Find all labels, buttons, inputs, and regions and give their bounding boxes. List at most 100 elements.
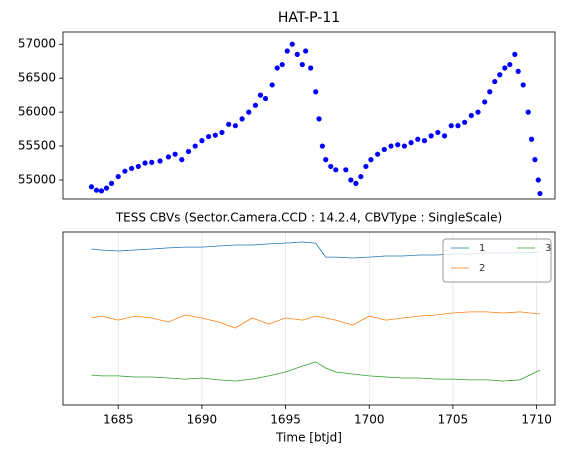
point: [358, 173, 364, 180]
point: [299, 61, 305, 68]
axes-frame: [62, 231, 556, 406]
point: [93, 187, 100, 193]
point: [520, 82, 526, 88]
point: [252, 102, 259, 108]
x-axis-label: Time [btjd]: [275, 431, 342, 445]
point: [323, 157, 329, 163]
point: [353, 180, 359, 186]
point: [149, 159, 155, 165]
point: [142, 160, 148, 166]
chart-title: TESS CBVs (Sector.Camera.CCD : 14.2.4, C…: [115, 211, 502, 225]
point: [257, 92, 264, 98]
point: [157, 158, 163, 164]
point: [363, 163, 369, 170]
point: [535, 177, 541, 183]
point: [108, 180, 115, 186]
point: [294, 51, 300, 58]
point: [103, 185, 110, 191]
point: [129, 165, 135, 172]
point: [333, 167, 339, 173]
point: [441, 133, 448, 139]
point: [532, 157, 538, 163]
point: [421, 138, 428, 144]
x-tick-label: 1705: [438, 413, 469, 427]
point: [246, 109, 252, 115]
point: [88, 184, 95, 190]
point: [415, 136, 421, 142]
axes-frame: [62, 31, 556, 200]
point: [462, 119, 468, 125]
point: [388, 143, 394, 149]
series-line: [91, 311, 540, 329]
point: [492, 78, 498, 85]
y-tick-label: 55500: [18, 139, 56, 153]
point: [448, 123, 454, 129]
x-tick-label: 1700: [354, 413, 385, 427]
point: [165, 154, 172, 160]
point: [274, 65, 280, 71]
point: [289, 41, 295, 47]
point: [313, 89, 319, 95]
point: [226, 121, 232, 127]
x-tick-label: 1710: [521, 413, 552, 427]
point: [316, 116, 322, 122]
chart-title: HAT-P-11: [278, 10, 340, 26]
point: [502, 65, 508, 71]
point: [528, 136, 535, 142]
point: [219, 129, 225, 136]
point: [199, 138, 205, 144]
point: [328, 163, 334, 170]
point: [319, 143, 325, 149]
y-tick-label: 56500: [18, 71, 56, 85]
point: [192, 143, 198, 149]
point: [308, 65, 314, 71]
point: [515, 68, 521, 74]
point: [487, 89, 493, 95]
point: [537, 190, 543, 197]
point: [368, 157, 374, 163]
point: [497, 72, 503, 78]
legend-label: 1: [479, 243, 485, 254]
point: [172, 151, 178, 157]
point: [239, 116, 245, 122]
legend-label: 3: [545, 243, 551, 254]
y-tick-label: 55000: [18, 172, 56, 186]
point: [303, 48, 309, 54]
point: [525, 109, 531, 115]
point: [401, 143, 407, 149]
point: [232, 123, 238, 129]
x-tick-label: 1695: [270, 413, 301, 427]
point: [468, 112, 474, 119]
point: [381, 146, 387, 153]
legend-box: [442, 238, 552, 283]
point: [98, 188, 105, 194]
point: [455, 123, 461, 129]
point: [284, 48, 290, 54]
point: [348, 177, 354, 183]
point: [262, 95, 269, 102]
point: [122, 168, 128, 174]
point: [212, 132, 218, 138]
legend-label: 2: [479, 263, 485, 274]
point: [512, 51, 518, 58]
point: [428, 133, 434, 139]
x-tick-label: 1690: [187, 413, 218, 427]
y-tick-label: 56000: [18, 105, 56, 119]
point: [115, 173, 121, 180]
point: [475, 109, 481, 115]
y-tick-label: 57000: [18, 37, 56, 51]
point: [279, 61, 285, 68]
point: [343, 167, 349, 173]
point: [179, 157, 185, 163]
point: [185, 148, 192, 155]
point: [408, 140, 414, 146]
series-line: [91, 361, 541, 382]
point: [375, 151, 381, 157]
point: [135, 163, 141, 170]
point: [269, 82, 275, 88]
point: [205, 133, 212, 140]
point: [507, 61, 513, 68]
point: [435, 129, 441, 136]
